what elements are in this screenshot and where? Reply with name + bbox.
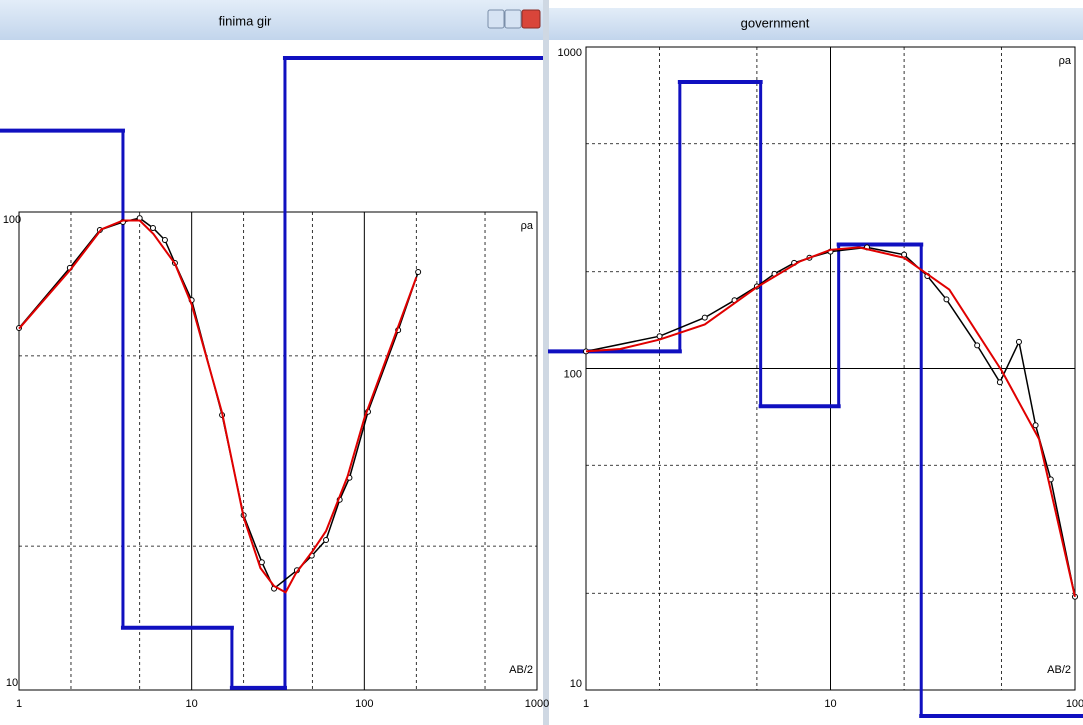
data-point: [323, 536, 330, 543]
left-title-bar: [0, 0, 543, 40]
x-tick-label: 1000: [525, 698, 549, 710]
curve: [18, 219, 418, 594]
x-tick-label: 1: [583, 698, 589, 710]
data-point: [161, 236, 168, 243]
minimize-button[interactable]: [487, 9, 505, 29]
close-button[interactable]: [521, 9, 541, 29]
y-tick-label: 1000: [558, 47, 582, 59]
y-axis-label: ρa: [1059, 55, 1072, 67]
data-point: [943, 296, 950, 303]
y-tick-label: 10: [6, 677, 18, 689]
data-point: [996, 379, 1003, 386]
x-tick-label: 1: [16, 698, 22, 710]
data-point: [701, 314, 708, 321]
data-point: [415, 268, 422, 275]
x-tick-label: 10: [824, 698, 836, 710]
data-point: [1032, 422, 1039, 429]
y-tick-label: 10: [570, 678, 582, 690]
data-point: [149, 224, 156, 231]
data-point: [974, 342, 981, 349]
x-tick-label: 100: [355, 698, 373, 710]
window-title: government: [741, 15, 810, 30]
right-title-bar: [549, 8, 1083, 40]
maximize-button[interactable]: [504, 9, 522, 29]
x-axis-label: AB/2: [1047, 664, 1071, 676]
window-separator: [543, 0, 549, 725]
y-tick-label: 100: [564, 368, 582, 380]
window-title: finima gir: [219, 13, 272, 28]
curve: [585, 246, 1076, 598]
x-tick-label: 100: [1066, 698, 1083, 710]
data-point: [1015, 338, 1022, 345]
y-axis-label: ρa: [521, 220, 534, 232]
y-tick-label: 100: [3, 214, 21, 226]
x-axis-label: AB/2: [509, 664, 533, 676]
plot-area: [18, 211, 538, 691]
x-tick-label: 10: [186, 698, 198, 710]
